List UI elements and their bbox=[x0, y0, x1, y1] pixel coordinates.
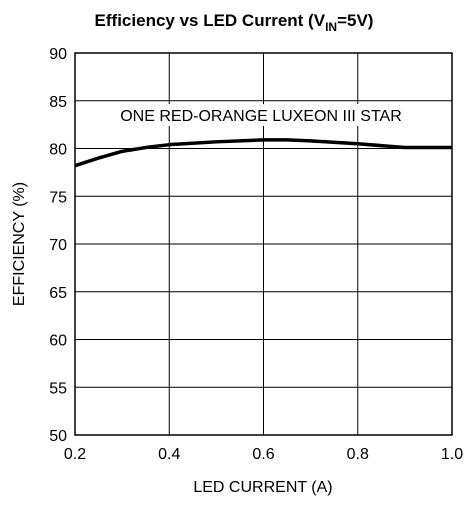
y-tick-label: 85 bbox=[49, 94, 67, 111]
x-tick-label: 0.6 bbox=[252, 446, 274, 463]
x-tick-label: 0.8 bbox=[347, 446, 369, 463]
y-tick-label: 65 bbox=[49, 285, 67, 302]
chart-title: Efficiency vs LED Current (VIN=5V) bbox=[95, 11, 374, 34]
data-line bbox=[74, 138, 452, 168]
title-subscript: IN bbox=[325, 20, 337, 34]
y-tick-label: 90 bbox=[49, 46, 67, 63]
x-tick-label: 0.2 bbox=[64, 446, 86, 463]
y-tick-label: 50 bbox=[49, 428, 67, 445]
x-axis-label: LED CURRENT (A) bbox=[193, 479, 332, 496]
title-part: Efficiency vs LED Current (V bbox=[95, 11, 326, 30]
title-part: =5V) bbox=[337, 11, 373, 30]
y-tick-label: 70 bbox=[49, 237, 67, 254]
y-tick-label: 60 bbox=[49, 333, 67, 350]
x-tick-label: 0.4 bbox=[158, 446, 180, 463]
annotation-bg bbox=[92, 104, 430, 126]
y-tick-label: 55 bbox=[49, 380, 67, 397]
annotation: ONE RED-ORANGE LUXEON III STAR bbox=[120, 108, 402, 125]
plot-frame bbox=[74, 52, 453, 436]
y-tick-label: 75 bbox=[49, 189, 67, 206]
y-axis-label: EFFICIENCY (%) bbox=[11, 182, 28, 306]
y-tick-label: 80 bbox=[49, 142, 67, 159]
x-tick-label: 1.0 bbox=[441, 446, 463, 463]
